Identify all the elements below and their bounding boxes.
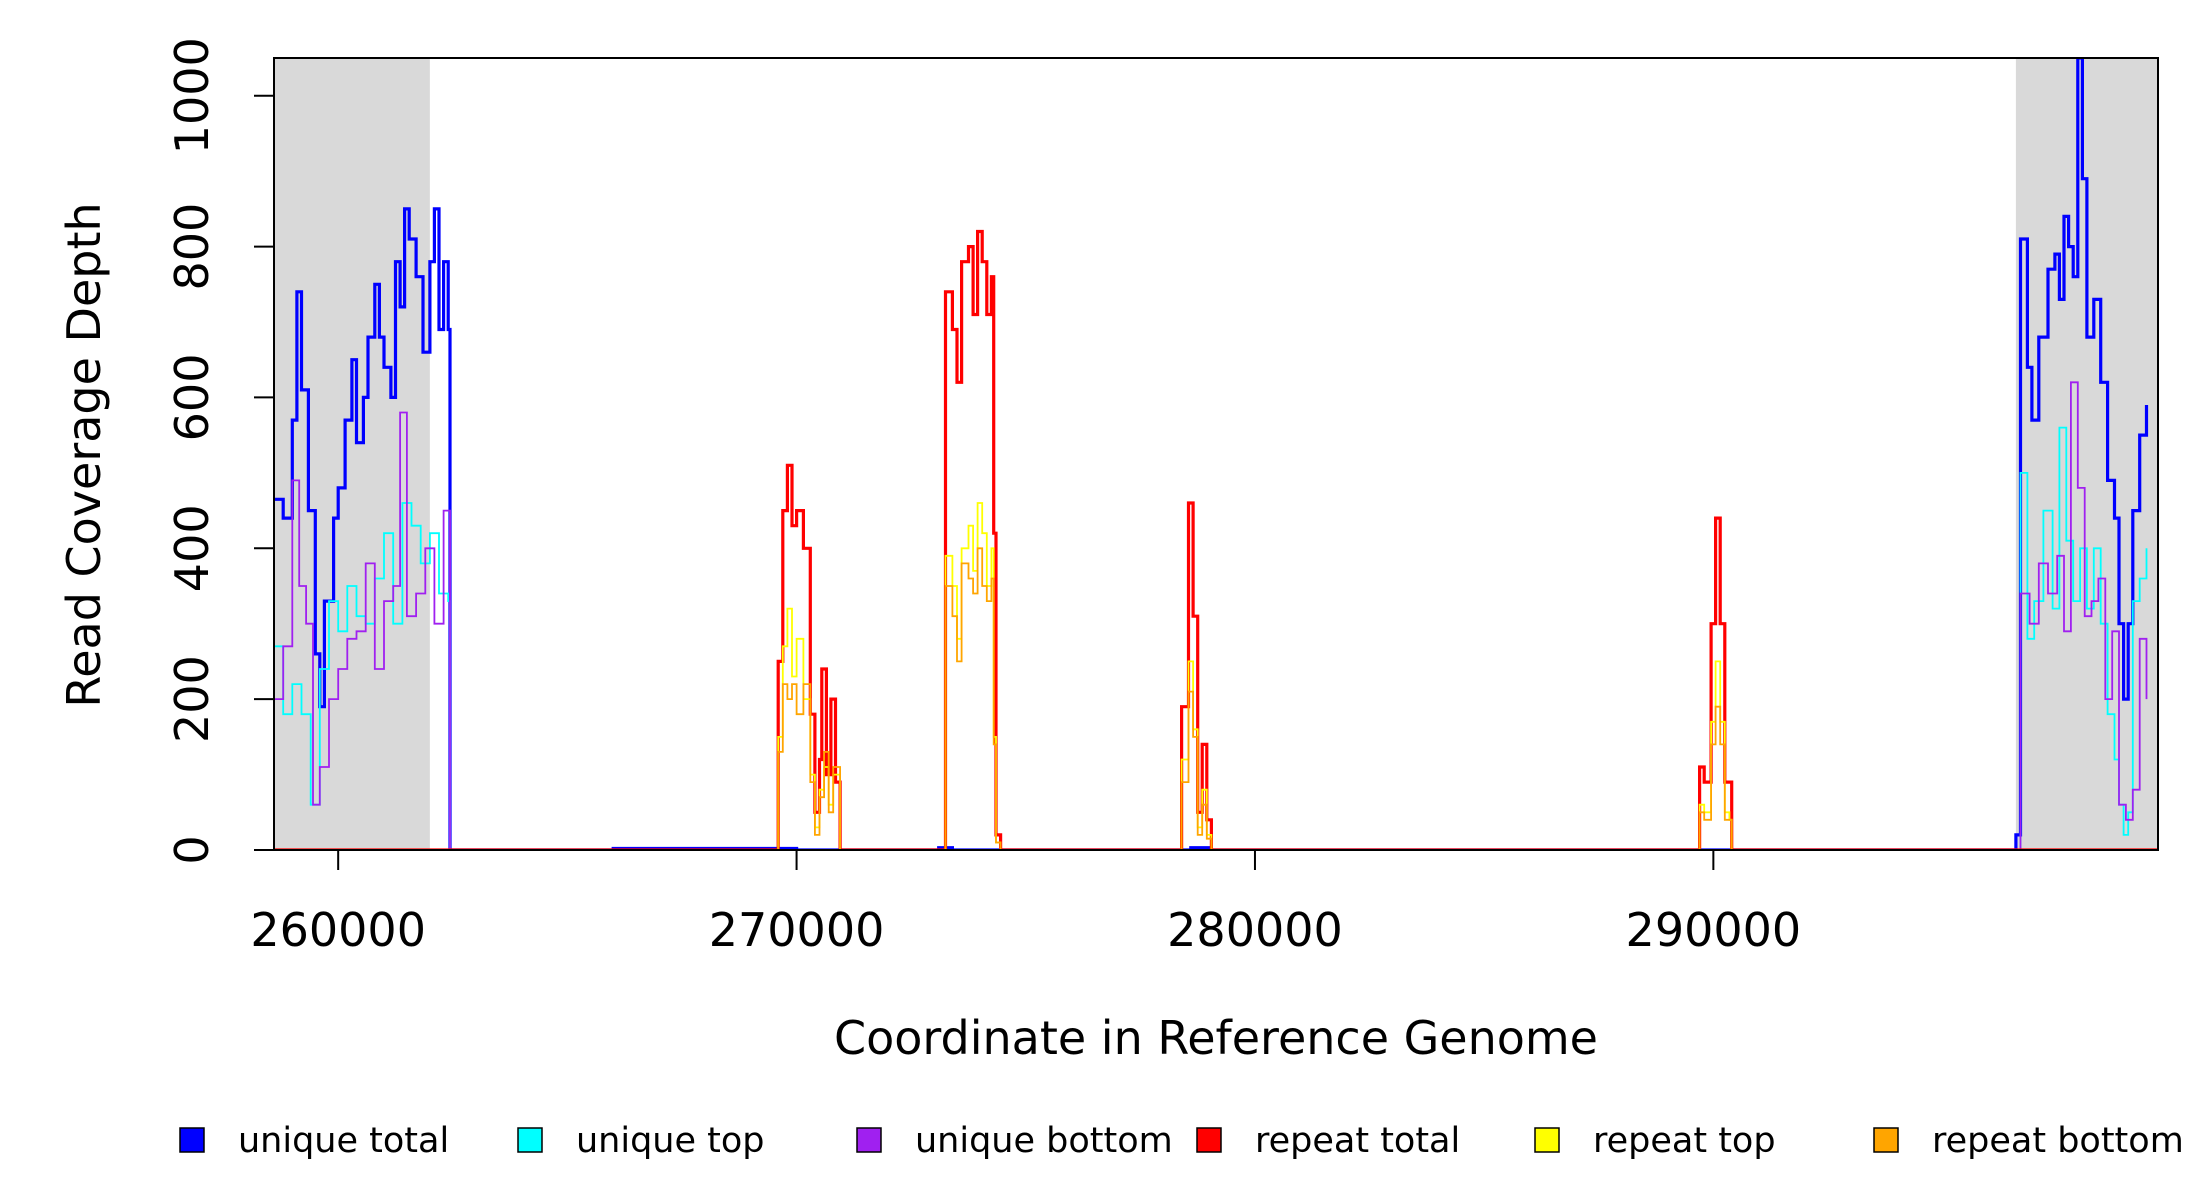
y-tick-label: 800	[165, 203, 219, 291]
x-tick-label: 260000	[250, 903, 426, 957]
y-axis-title: Read Coverage Depth	[57, 202, 111, 707]
legend: unique total unique top unique bottom repea…	[179, 1121, 2184, 1161]
series-line-repeat-total	[274, 229, 2158, 850]
y-tick-label: 400	[165, 504, 219, 592]
legend-label: unique total	[238, 1121, 449, 1161]
legend-label: repeat top	[1593, 1121, 1776, 1161]
series-line-repeat-top	[274, 502, 2158, 850]
x-tick-label: 290000	[1626, 903, 1802, 957]
legend-swatch	[179, 1127, 205, 1153]
shaded-region-1	[274, 58, 430, 850]
legend-swatch	[1196, 1127, 1222, 1153]
legend-swatch	[1534, 1127, 1560, 1153]
series-line-repeat-bottom	[274, 547, 2158, 850]
y-axis: 0 200 400 600 800 1000	[165, 37, 275, 865]
plot-frame	[273, 57, 2159, 851]
series-line-unique-total	[274, 58, 2149, 850]
y-tick-label: 1000	[165, 37, 219, 154]
series-line-unique-top	[274, 426, 2148, 850]
y-tick-label: 200	[165, 655, 219, 743]
x-tick-label: 280000	[1167, 903, 1343, 957]
y-tick-label: 600	[165, 354, 219, 442]
legend-label: unique bottom	[915, 1121, 1173, 1161]
series-line-unique-bottom	[274, 381, 2148, 850]
plot-area	[274, 58, 2158, 850]
x-axis: 260000 270000 280000 290000	[250, 849, 1802, 957]
legend-label: unique top	[576, 1121, 765, 1161]
legend-swatch	[517, 1127, 543, 1153]
legend-swatch	[856, 1127, 882, 1153]
legend-label: repeat bottom	[1932, 1121, 2184, 1161]
legend-label: repeat total	[1255, 1121, 1460, 1161]
y-tick-label: 0	[165, 835, 219, 864]
shaded-region-2	[2015, 58, 2158, 850]
series-lines	[274, 58, 2158, 850]
x-axis-title: Coordinate in Reference Genome	[834, 1011, 1598, 1065]
legend-swatch	[1873, 1127, 1899, 1153]
x-tick-label: 270000	[709, 903, 885, 957]
shaded-regions	[274, 58, 2158, 850]
